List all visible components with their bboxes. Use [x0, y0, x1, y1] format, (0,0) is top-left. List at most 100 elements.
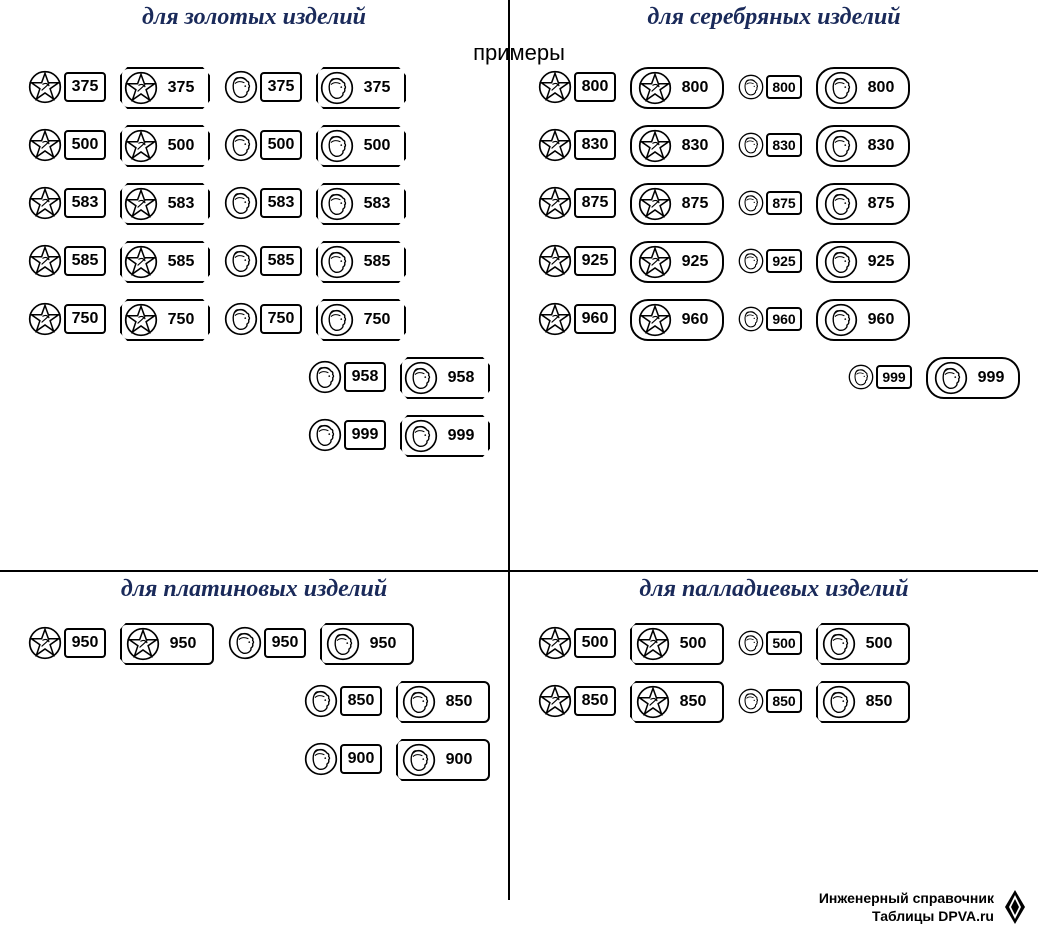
hallmark-value: 958: [344, 362, 386, 392]
hallmark-row: 925 925 925 925: [520, 241, 1028, 283]
diamond-icon: [1004, 889, 1026, 925]
hallmark: 585: [120, 241, 210, 283]
head-icon: [320, 71, 354, 105]
hallmark: 583: [224, 183, 302, 223]
hallmark-value: 500: [858, 629, 900, 659]
hallmark-value: 585: [260, 246, 302, 276]
hallmark-value: 800: [766, 75, 802, 99]
star-icon: [538, 70, 572, 104]
star-icon: [638, 303, 672, 337]
platinum-title: для платиновых изделий: [10, 576, 498, 603]
hallmark-value: 500: [260, 130, 302, 160]
hallmark-value: 958: [440, 363, 482, 393]
palladium-title: для палладиевых изделий: [520, 576, 1028, 603]
hallmark-value: 500: [160, 131, 202, 161]
hallmark: 750: [28, 299, 106, 339]
hallmark: 960: [816, 299, 910, 341]
hallmark-value: 500: [64, 130, 106, 160]
gold-title: для золотых изделий: [10, 4, 498, 31]
hallmark: 750: [224, 299, 302, 339]
head-icon: [934, 361, 968, 395]
star-icon: [28, 128, 62, 162]
head-icon: [304, 742, 338, 776]
head-icon: [320, 129, 354, 163]
hallmark-value: 500: [766, 631, 802, 655]
hallmark-value: 875: [860, 189, 902, 219]
head-icon: [224, 70, 258, 104]
hallmark: 800: [630, 67, 724, 109]
star-icon: [124, 303, 158, 337]
hallmark-value: 585: [64, 246, 106, 276]
hallmark: 925: [538, 241, 616, 281]
star-icon: [124, 245, 158, 279]
hallmark: 999: [400, 415, 490, 457]
head-icon: [822, 685, 856, 719]
hallmark-value: 500: [574, 628, 616, 658]
hallmark-value: 925: [574, 246, 616, 276]
head-icon: [738, 630, 764, 656]
page: примеры для золотых изделий 375 375 375 …: [0, 0, 1038, 931]
hallmark-row: 900 900: [10, 739, 498, 781]
quadrant-palladium: для палладиевых изделий 500 500 500 500 …: [510, 572, 1038, 739]
head-icon: [308, 360, 342, 394]
quadrants-container: для золотых изделий 375 375 375 375 500 …: [0, 0, 1038, 931]
hallmark-row: 850 850: [10, 681, 498, 723]
hallmark-value: 375: [64, 72, 106, 102]
hallmark-value: 960: [766, 307, 802, 331]
star-icon: [636, 627, 670, 661]
hallmark-value: 750: [260, 304, 302, 334]
hallmark-row: 958 958: [10, 357, 498, 399]
hallmark-value: 850: [766, 689, 802, 713]
head-icon: [304, 684, 338, 718]
hallmark: 500: [28, 125, 106, 165]
hallmark-value: 375: [356, 73, 398, 103]
hallmark: 583: [28, 183, 106, 223]
hallmark-value: 583: [160, 189, 202, 219]
hallmark-value: 960: [574, 304, 616, 334]
head-icon: [824, 129, 858, 163]
hallmark: 500: [120, 125, 210, 167]
hallmark: 830: [538, 125, 616, 165]
hallmark: 750: [316, 299, 406, 341]
hallmark: 999: [308, 415, 386, 455]
hallmark: 500: [538, 623, 616, 663]
star-icon: [538, 684, 572, 718]
head-icon: [738, 190, 764, 216]
hallmark: 999: [848, 357, 912, 397]
hallmark: 800: [816, 67, 910, 109]
hallmark: 375: [28, 67, 106, 107]
hallmark: 800: [738, 67, 802, 107]
hallmark-value: 950: [362, 629, 404, 659]
hallmark: 960: [538, 299, 616, 339]
hallmark-value: 830: [766, 133, 802, 157]
hallmark-value: 800: [860, 73, 902, 103]
star-icon: [124, 187, 158, 221]
star-icon: [124, 129, 158, 163]
hallmark: 850: [816, 681, 910, 723]
hallmark-row: 583 583 583 583: [10, 183, 498, 225]
head-icon: [404, 361, 438, 395]
star-icon: [126, 627, 160, 661]
hallmark: 850: [538, 681, 616, 721]
hallmark-value: 850: [438, 687, 480, 717]
hallmark: 960: [738, 299, 802, 339]
star-icon: [538, 244, 572, 278]
hallmark: 830: [816, 125, 910, 167]
hallmark-value: 850: [858, 687, 900, 717]
head-icon: [326, 627, 360, 661]
hallmark: 500: [738, 623, 802, 663]
head-icon: [738, 74, 764, 100]
hallmark: 585: [28, 241, 106, 281]
hallmark-value: 950: [162, 629, 204, 659]
silver-title: для серебряных изделий: [520, 4, 1028, 31]
head-icon: [738, 688, 764, 714]
quadrant-silver: для серебряных изделий 800 800 800 800 8…: [510, 0, 1038, 415]
hallmark: 500: [224, 125, 302, 165]
hallmark-value: 800: [674, 73, 716, 103]
hallmark-row: 500 500 500 500: [520, 623, 1028, 665]
hallmark-value: 875: [766, 191, 802, 215]
hallmark-value: 950: [64, 628, 106, 658]
quadrant-platinum: для платиновых изделий 950 950 950 950 8…: [0, 572, 508, 797]
hallmark-row: 999 999: [10, 415, 498, 457]
hallmark: 850: [304, 681, 382, 721]
